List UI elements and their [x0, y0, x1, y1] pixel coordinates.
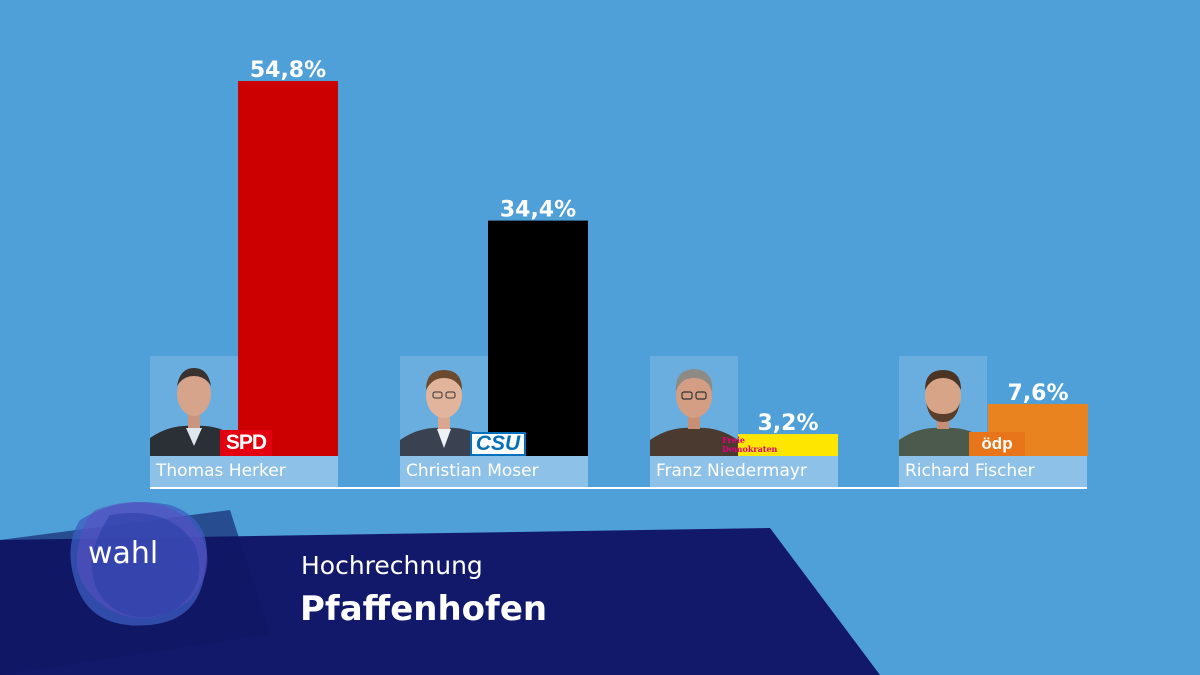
- candidate-name: Richard Fischer: [905, 461, 1035, 481]
- party-label: SPD: [225, 431, 267, 454]
- page-title: Pfaffenhofen: [300, 589, 548, 629]
- name-strip: Franz Niedermayr: [650, 456, 838, 487]
- candidate-photo: [150, 356, 238, 456]
- party-label: ödp: [981, 434, 1013, 453]
- candidate-name: Thomas Herker: [156, 461, 286, 481]
- spd-logo: SPD: [220, 430, 272, 456]
- value-label: 54,8%: [250, 58, 326, 83]
- party-label-line1: Freie: [722, 435, 745, 445]
- value-label: 34,4%: [500, 198, 576, 223]
- candidate-name: Christian Moser: [406, 461, 539, 481]
- value-label: 7,6%: [1007, 381, 1068, 406]
- bar-fdp: [738, 434, 838, 456]
- candidate-card-fischer: ödp Richard Fischer: [899, 356, 1087, 487]
- candidate-card-moser: CSU Christian Moser: [400, 356, 588, 487]
- page-subtitle: Hochrechnung: [301, 551, 483, 580]
- name-strip: Richard Fischer: [899, 456, 1087, 487]
- name-strip: Thomas Herker: [150, 456, 338, 487]
- candidate-card-herker: SPD Thomas Herker: [150, 356, 338, 487]
- bar-spd: [238, 81, 338, 456]
- csu-logo: CSU: [470, 432, 526, 456]
- candidate-card-niedermayr: Freie Demokraten Franz Niedermayr: [650, 356, 838, 487]
- value-label: 3,2%: [757, 411, 818, 436]
- fdp-logo: Freie Demokraten: [720, 434, 838, 456]
- oedp-logo: ödp: [969, 432, 1025, 456]
- bar-csu: [488, 220, 588, 456]
- chart-baseline: [150, 487, 1087, 489]
- name-strip: Christian Moser: [400, 456, 588, 487]
- party-label: CSU: [475, 432, 521, 455]
- candidate-photo: [650, 356, 738, 456]
- candidate-name: Franz Niedermayr: [656, 461, 807, 481]
- brand-logo: wahl: [88, 536, 159, 571]
- party-label-line2: Demokraten: [722, 444, 778, 454]
